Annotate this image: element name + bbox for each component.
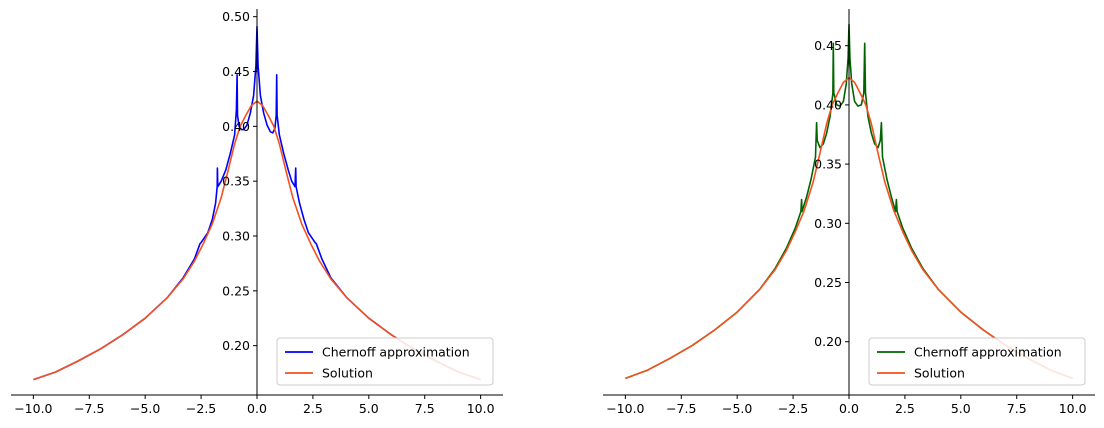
x-tick-label: 7.5 bbox=[1007, 401, 1027, 416]
legend-box bbox=[868, 337, 1086, 386]
legend-label: Chernoff approximation bbox=[322, 345, 470, 360]
x-tick-label: 7.5 bbox=[415, 401, 435, 416]
legend: Chernoff approximation Solution bbox=[276, 337, 494, 386]
x-tick-label: −7.5 bbox=[666, 401, 696, 416]
x-tick-label: −2.5 bbox=[778, 401, 808, 416]
y-tick-label: 0.30 bbox=[814, 216, 842, 231]
x-tick-label: 10.0 bbox=[467, 401, 495, 416]
x-tick-label: −7.5 bbox=[74, 401, 104, 416]
legend: Chernoff approximation Solution bbox=[868, 337, 1086, 386]
y-tick-label: 0.45 bbox=[814, 38, 842, 53]
legend-label: Chernoff approximation bbox=[914, 345, 1062, 360]
legend-box bbox=[276, 337, 494, 386]
x-tick-label: −10.0 bbox=[606, 401, 644, 416]
y-tick-label: 0.50 bbox=[222, 9, 250, 24]
y-tick-label: 0.45 bbox=[222, 64, 250, 79]
x-tick-label: −2.5 bbox=[186, 401, 216, 416]
x-tick-label: 5.0 bbox=[359, 401, 379, 416]
y-tick-label: 0.20 bbox=[222, 338, 250, 353]
x-tick-label: −10.0 bbox=[14, 401, 52, 416]
x-tick-label: 2.5 bbox=[895, 401, 915, 416]
x-tick-label: 10.0 bbox=[1059, 401, 1087, 416]
y-tick-label: 0.20 bbox=[814, 334, 842, 349]
x-tick-label: 0.0 bbox=[839, 401, 859, 416]
x-tick-label: −5.0 bbox=[130, 401, 160, 416]
y-tick-label: 0.35 bbox=[814, 157, 842, 172]
x-tick-label: 0.0 bbox=[247, 401, 267, 416]
x-tick-label: 5.0 bbox=[951, 401, 971, 416]
chart-panel-1: −10.0 −7.5 −5.0 −2.5 0.0 2.5 5.0 7.5 10.0 0.20 0.2… bbox=[11, 9, 503, 416]
x-tick-label: 2.5 bbox=[303, 401, 323, 416]
y-tick-label: 0.40 bbox=[814, 97, 842, 112]
legend-label: Solution bbox=[914, 366, 965, 381]
legend-label: Solution bbox=[322, 366, 373, 381]
y-tick-label: 0.25 bbox=[814, 275, 842, 290]
y-tick-label: 0.35 bbox=[222, 174, 250, 189]
y-tick-label: 0.40 bbox=[222, 119, 250, 134]
chart-panel-2: −10.0 −7.5 −5.0 −2.5 0.0 2.5 5.0 7.5 10.0 0.20 0.2… bbox=[603, 9, 1095, 416]
y-tick-label: 0.25 bbox=[222, 283, 250, 298]
x-tick-label: −5.0 bbox=[722, 401, 752, 416]
y-tick-label: 0.30 bbox=[222, 228, 250, 243]
